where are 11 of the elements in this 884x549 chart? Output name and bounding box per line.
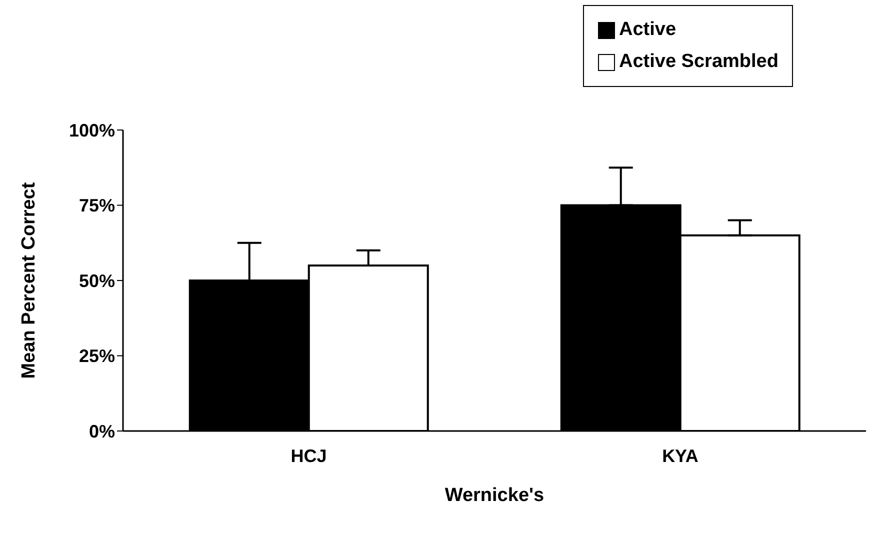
y-tick-label: 25% bbox=[78, 346, 115, 366]
y-axis-title: Mean Percent Correct bbox=[18, 182, 40, 379]
legend-label: Active bbox=[619, 18, 676, 42]
y-tick-label: 100% bbox=[68, 120, 115, 140]
legend-label: Active Scrambled bbox=[619, 50, 778, 74]
x-axis-title: Wernicke's bbox=[444, 485, 544, 506]
x-tick-label: HCJ bbox=[290, 446, 327, 466]
y-tick-label: 50% bbox=[78, 270, 115, 291]
y-tick-label: 0% bbox=[88, 421, 115, 442]
y-tick-label: 75% bbox=[78, 196, 115, 216]
x-tick-label: KYA bbox=[662, 446, 698, 466]
